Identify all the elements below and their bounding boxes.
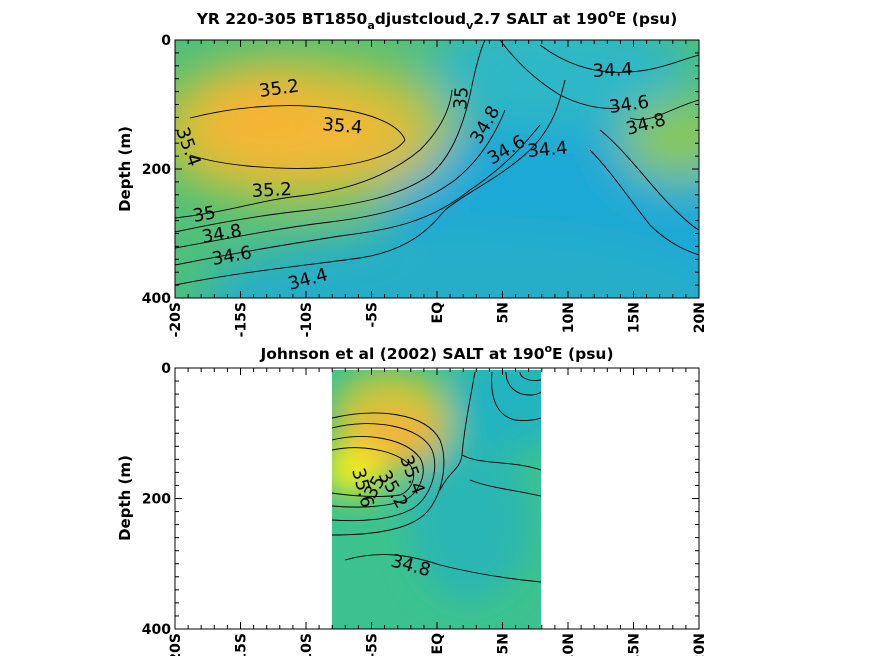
top-salinity-field: 35.2 35.4 35.4 35.2 35 34.8 34.6 34.4 35… xyxy=(175,40,699,298)
y-tick-label: 0 xyxy=(161,361,171,377)
top-panel-title: YR 220-305 BT1850adjustcloudv2.7 SALT at… xyxy=(196,7,678,32)
x-tick-label: 10N xyxy=(561,633,577,656)
x-tick-label: 20N xyxy=(692,302,708,333)
y-tick-label: 400 xyxy=(142,622,171,638)
x-tick-label: -15S xyxy=(234,302,250,337)
bottom-salinity-field: 35.6 35.4 35.2 35 34.8 xyxy=(332,370,541,629)
top-contour-labels: 35.2 35.4 35.4 35.2 35 34.8 34.6 34.4 35… xyxy=(175,59,668,295)
top-contour-label: 34.4 xyxy=(592,59,633,82)
top-y-axis-label: Depth (m) xyxy=(116,126,134,212)
top-panel: YR 220-305 BT1850adjustcloudv2.7 SALT at… xyxy=(116,7,708,337)
top-x-axis: -20S -15S -10S -5S EQ 5N 10N 15N 20N xyxy=(168,40,708,337)
x-tick-label: 10N xyxy=(561,302,577,333)
x-tick-label: -20S xyxy=(168,302,184,337)
y-tick-label: 400 xyxy=(142,291,171,307)
bottom-panel: Johnson et al (2002) SALT at 190oE (psu) xyxy=(116,342,708,656)
y-tick-label: 0 xyxy=(161,33,171,49)
bottom-contour-lines xyxy=(332,371,541,583)
top-contour-label: 35 xyxy=(450,86,473,111)
top-contour-label: 35 xyxy=(191,202,217,227)
x-tick-label: 15N xyxy=(627,633,643,656)
y-tick-label: 200 xyxy=(142,162,171,178)
top-contour-lines xyxy=(175,40,699,286)
bottom-x-axis: -20S -15S -10S -5S EQ 5N 10N 15N 20N xyxy=(168,368,708,656)
x-tick-label: 5N xyxy=(496,633,512,654)
bottom-y-axis: 0 200 400 xyxy=(142,361,699,638)
bottom-panel-title: Johnson et al (2002) SALT at 190oE (psu) xyxy=(259,342,613,363)
x-tick-label: -10S xyxy=(299,302,315,337)
x-tick-label: -15S xyxy=(234,633,250,656)
top-contour-label: 35.4 xyxy=(322,114,364,138)
x-tick-label: -20S xyxy=(168,633,184,656)
x-tick-label: -5S xyxy=(365,633,381,656)
top-y-axis: 0 200 400 xyxy=(142,33,699,307)
x-tick-label: -10S xyxy=(299,633,315,656)
bottom-y-axis-label: Depth (m) xyxy=(116,455,134,541)
x-tick-label: 15N xyxy=(627,302,643,333)
x-tick-label: EQ xyxy=(430,302,446,324)
x-tick-label: EQ xyxy=(430,633,446,655)
top-contour-label: 35.2 xyxy=(251,179,292,202)
x-tick-label: 5N xyxy=(496,302,512,323)
x-tick-label: -5S xyxy=(365,302,381,328)
x-tick-label: 20N xyxy=(692,633,708,656)
top-contour-label: 34.4 xyxy=(527,138,569,162)
y-tick-label: 200 xyxy=(142,492,171,508)
